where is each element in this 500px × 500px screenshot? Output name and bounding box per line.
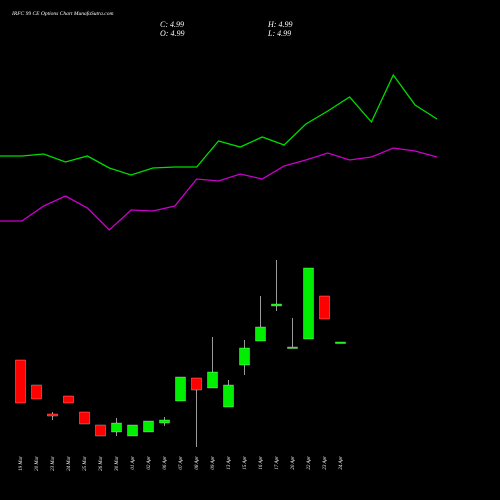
x-tick-label: 01 Apr	[131, 456, 136, 470]
x-tick-label: 30 Mar	[115, 456, 120, 471]
candle-body	[335, 341, 346, 344]
candle-body	[255, 326, 266, 342]
quote-open: O: 4.99	[160, 29, 184, 38]
x-tick-label: 24 Apr	[339, 456, 344, 470]
quote-close: C: 4.99	[160, 20, 184, 29]
candle-body	[47, 413, 58, 417]
candle-body	[127, 424, 138, 437]
candle-body	[63, 395, 74, 404]
candle-body	[303, 267, 314, 340]
x-tick-label: 08 Apr	[195, 456, 200, 470]
x-tick-label: 25 Mar	[83, 456, 88, 471]
x-tick-label: 15 Apr	[243, 456, 248, 470]
candle-body	[95, 424, 106, 437]
x-tick-label: 22 Apr	[307, 456, 312, 470]
chart-title: IRFC 99 CE Options Chart MunafaSutra.com	[11, 10, 113, 17]
x-tick-label: 02 Apr	[147, 456, 152, 470]
x-tick-label: 23 Mar	[51, 456, 56, 471]
candle-body	[271, 303, 282, 307]
candle-body	[15, 359, 26, 404]
candle-body	[223, 384, 234, 408]
x-tick-label: 20 Mar	[35, 456, 40, 471]
x-tick-label: 06 Apr	[163, 456, 168, 470]
candle-body	[143, 420, 154, 433]
x-tick-label: 16 Apr	[259, 456, 264, 470]
candle-body	[31, 384, 42, 400]
candle-body	[239, 347, 250, 366]
candle-body	[207, 371, 218, 389]
candle-body	[79, 411, 90, 425]
x-tick-label: 19 Mar	[19, 456, 24, 471]
x-tick-label: 17 Apr	[275, 456, 280, 470]
indicator-line	[0, 73, 438, 176]
x-tick-label: 23 Apr	[323, 456, 328, 470]
x-tick-label: 07 Apr	[179, 456, 184, 470]
x-tick-label: 26 Mar	[99, 456, 104, 471]
quote-low: L: 4.99	[267, 29, 291, 38]
candle-body	[319, 295, 330, 320]
candle-body	[111, 422, 122, 433]
candle-body	[287, 346, 298, 349]
x-tick-label: 24 Mar	[67, 456, 72, 471]
x-tick-label: 13 Apr	[227, 456, 232, 470]
x-tick-label: 09 Apr	[211, 456, 216, 470]
quote-high: H: 4.99	[267, 20, 292, 29]
x-tick-label: 20 Apr	[291, 456, 296, 470]
candle-body	[159, 419, 170, 424]
indicator-line	[0, 147, 438, 231]
candle-body	[191, 377, 202, 391]
candle-body	[175, 376, 186, 402]
